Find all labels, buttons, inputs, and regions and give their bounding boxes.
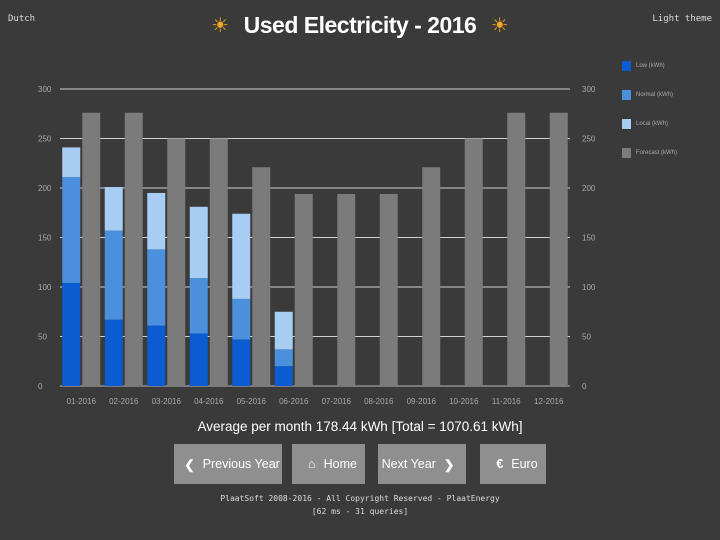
bar-forecast [209,138,228,386]
bar-forecast [422,167,441,386]
y-tick-label-right: 300 [582,85,596,94]
copyright-text: PlaatSoft 2008-2016 - All Copyright Rese… [220,494,500,503]
euro-button[interactable]: € Euro [480,444,546,484]
bar-local [147,192,166,250]
bar-forecast [549,112,568,386]
home-label: Home [323,457,357,471]
chevron-left-icon: ❮ [184,457,195,472]
bar-local [189,206,208,279]
sun-icon: ☀ [490,15,509,37]
y-tick-label-right: 250 [582,135,596,144]
bar-local [104,187,123,231]
y-tick-label-left: 150 [38,234,52,243]
x-tick-label: 08-2016 [364,397,394,406]
bar-forecast [167,138,186,386]
x-tick-label: 12-2016 [534,397,564,406]
language-link[interactable]: Dutch [8,14,36,24]
previous-year-button[interactable]: ❮ Previous Year [174,444,282,484]
x-tick-label: 06-2016 [279,397,309,406]
x-tick-label: 02-2016 [109,397,139,406]
y-tick-label-right: 50 [582,333,591,342]
y-tick-label-right: 100 [582,283,596,292]
page-header: ☀ Used Electricity - 2016 ☀ [0,12,720,39]
legend-item-forecast[interactable]: Forecast (kWh) [622,147,677,159]
next-year-label: Next Year [381,457,436,471]
chevron-right-icon: ❯ [443,457,455,472]
bar-low [62,283,81,386]
bar-normal [232,298,251,340]
x-tick-label: 11-2016 [492,397,521,406]
x-tick-label: 01-2016 [67,397,97,406]
y-tick-label-left: 100 [38,283,52,292]
home-button[interactable]: ⌂ Home [292,444,365,484]
bar-forecast [507,112,526,386]
bar-forecast [252,167,271,386]
bar-low [232,339,251,386]
legend-swatch [622,119,631,129]
bar-normal [62,177,81,284]
sun-icon: ☀ [211,15,230,37]
x-tick-label: 05-2016 [237,397,267,406]
legend-item-normal[interactable]: Normal (kWh) [622,89,677,101]
page-title: Used Electricity - 2016 [243,12,477,38]
x-tick-label: 09-2016 [407,397,437,406]
legend-swatch [622,90,631,100]
next-year-button[interactable]: Next Year ❯ [378,444,466,484]
bar-low [189,333,208,386]
euro-icon: € [496,457,504,471]
bar-low [147,325,166,386]
bar-forecast [124,112,143,386]
y-tick-label-left: 0 [38,382,43,391]
bar-normal [189,278,208,334]
bar-forecast [294,193,313,386]
footer: PlaatSoft 2008-2016 - All Copyright Rese… [0,492,720,518]
bar-forecast [379,193,398,386]
bar-forecast [337,193,356,386]
legend-swatch [622,61,631,71]
bar-normal [274,349,293,367]
bar-local [232,213,251,299]
bar-forecast [464,138,483,386]
legend-swatch [622,148,631,158]
bar-low [104,319,123,386]
theme-link[interactable]: Light theme [652,14,712,24]
bar-normal [104,230,123,320]
legend-item-local[interactable]: Local (kWh) [622,118,677,130]
bar-forecast [82,112,101,386]
previous-year-label: Previous Year [202,457,280,471]
x-tick-label: 10-2016 [449,397,479,406]
bar-normal [147,249,166,326]
bar-local [62,147,81,178]
legend-label: Normal (kWh) [636,92,673,98]
average-summary: Average per month 178.44 kWh [Total = 10… [197,419,523,434]
x-tick-label: 07-2016 [322,397,352,406]
y-tick-label-left: 200 [38,184,52,193]
legend-label: Low (kWh) [636,63,665,69]
legend-label: Local (kWh) [636,121,669,127]
x-tick-label: 04-2016 [194,397,224,406]
y-tick-label-right: 200 [582,184,596,193]
bar-low [274,366,293,386]
x-tick-label: 03-2016 [152,397,182,406]
bar-local [274,311,293,350]
y-tick-label-right: 0 [582,382,587,391]
y-tick-label-left: 300 [38,85,52,94]
y-tick-label-left: 250 [38,135,52,144]
y-tick-label-left: 50 [38,333,47,342]
y-tick-label-right: 150 [582,234,596,243]
chart-legend: Low (kWh) Normal (kWh) Local (kWh) Forec… [622,60,677,176]
query-stats: [62 ms - 31 queries] [311,507,409,516]
legend-item-low[interactable]: Low (kWh) [622,60,677,72]
electricity-chart: 0 0 50 50 100 100 150 150 200 200 250 250 300 300 01-2… [38,85,596,406]
euro-label: Euro [511,457,538,471]
legend-label: Forecast (kWh) [636,150,678,156]
home-icon: ⌂ [308,457,316,471]
